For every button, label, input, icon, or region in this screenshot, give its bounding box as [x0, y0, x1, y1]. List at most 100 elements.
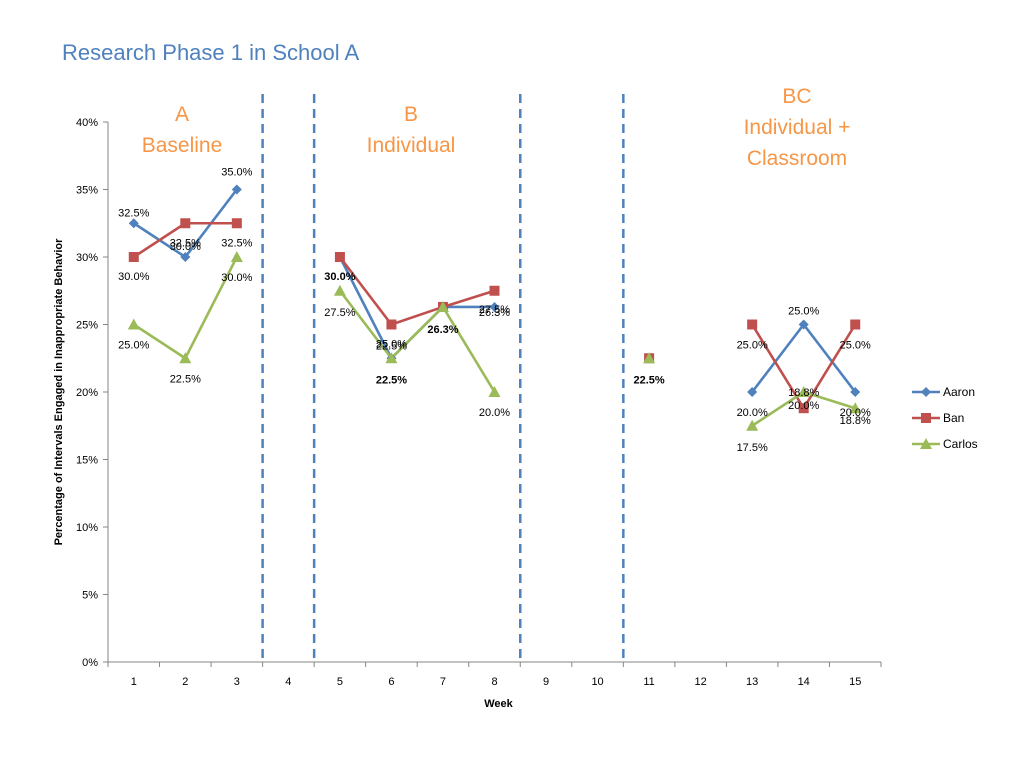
legend-item-ban: Ban: [912, 411, 964, 425]
legend-label-aaron: Aaron: [943, 385, 975, 399]
carlos-point: [849, 402, 862, 414]
x-tick-label: 6: [388, 676, 394, 688]
phase-labels: A Baseline B Individual BC Individual + Classr…: [142, 85, 851, 170]
x-tick-label: 10: [591, 676, 603, 688]
phase-label-line: B: [404, 103, 418, 126]
carlos-data-label: 20.0%: [788, 400, 819, 412]
aaron-data-label: 22.5%: [376, 340, 407, 352]
carlos-data-label: 26.3%: [427, 324, 458, 336]
carlos-line-segment: [750, 390, 806, 428]
carlos-line-segment: [338, 289, 393, 360]
x-tick-label: 11: [643, 676, 654, 688]
ban-line-segment: [390, 305, 445, 326]
aaron-data-label: 35.0%: [221, 167, 252, 179]
carlos-data-label: 22.5%: [170, 373, 201, 385]
carlos-point: [746, 419, 759, 431]
ban-point: [489, 285, 500, 296]
phase-label-line: Classroom: [747, 147, 847, 170]
x-tick-label: 8: [491, 676, 497, 688]
y-tick-label: 0%: [82, 657, 98, 669]
carlos-data-label: 25.0%: [118, 340, 149, 352]
carlos-point: [643, 352, 656, 364]
aaron-data-label: 32.5%: [118, 207, 149, 219]
legend-marker-aaron: [921, 387, 931, 397]
x-tick-label: 7: [440, 676, 446, 688]
y-tick-label: 10%: [76, 522, 98, 534]
carlos-point: [179, 352, 192, 364]
x-tick-label: 14: [798, 676, 810, 688]
legend-label-ban: Ban: [943, 411, 964, 425]
y-tick-label: 30%: [76, 252, 98, 264]
carlos-line-segment: [441, 305, 496, 394]
carlos-data-label: 22.5%: [633, 374, 664, 386]
legend: Aaron Ban Carlos: [912, 385, 978, 451]
x-axis: 1 2 3 4 5 6 7 8 9 10 11 12 13 14 15: [107, 661, 882, 688]
ban-data-label: 25.0%: [376, 339, 407, 351]
aaron-line-segment: [338, 255, 393, 360]
aaron-point: [180, 252, 191, 262]
carlos-point: [797, 386, 810, 397]
ban-point: [231, 218, 242, 229]
ban-point: [386, 319, 397, 330]
data-labels: 32.5% 30.0% 35.0% 22.5% 26.3% 20.0% 25.0% 20.0%…: [118, 167, 871, 454]
ban-data-label: 25.0%: [840, 340, 871, 352]
aaron-data-label: 25.0%: [788, 306, 819, 318]
carlos-data-label: 18.8%: [840, 415, 871, 427]
ban-data-label: 25.0%: [737, 340, 768, 352]
carlos-point: [230, 251, 243, 262]
phase-label-line: Individual +: [744, 116, 851, 139]
carlos-point: [488, 386, 501, 397]
aaron-data-label: 26.3%: [479, 307, 510, 319]
carlos-point: [333, 284, 346, 296]
phase-label-line: Individual: [367, 134, 456, 157]
legend-item-carlos: Carlos: [912, 437, 978, 451]
legend-item-aaron: Aaron: [912, 385, 975, 399]
aaron-point: [798, 319, 809, 330]
x-tick-label: 5: [337, 676, 343, 688]
carlos-data-label: 22.5%: [376, 374, 407, 386]
carlos-data-label: 17.5%: [737, 442, 768, 454]
ban-data-label: 27.5%: [479, 304, 510, 316]
aaron-point: [231, 184, 242, 195]
carlos-line-segment: [184, 255, 239, 360]
carlos-data-label: 20.0%: [479, 407, 510, 419]
ban-line-segment: [750, 323, 806, 410]
y-tick-label: 25%: [76, 320, 98, 332]
carlos-point: [385, 352, 398, 364]
carlos-point: [436, 300, 449, 312]
y-tick-label: 35%: [76, 185, 98, 197]
x-tick-label: 2: [182, 676, 188, 688]
y-tick-label: 40%: [76, 117, 98, 129]
carlos-line-segment: [390, 305, 445, 360]
carlos-data-label: 27.5%: [324, 307, 355, 319]
y-axis: 0% 5% 10% 15% 20% 25% 30% 35% 40%: [76, 117, 109, 669]
series-carlos-markers: [127, 251, 862, 431]
legend-marker-carlos: [920, 438, 932, 449]
y-tick-label: 5%: [82, 590, 98, 602]
x-tick-label: 12: [695, 676, 707, 688]
aaron-point: [747, 387, 758, 397]
ban-data-label: 30.0%: [324, 271, 355, 283]
aaron-point: [850, 387, 861, 397]
ban-line-segment: [338, 255, 393, 326]
carlos-data-label: 30.0%: [221, 272, 252, 284]
x-tick-label: 15: [849, 676, 861, 688]
phase-label-line: A: [175, 103, 189, 126]
ban-data-label: 30.0%: [118, 271, 149, 283]
x-axis-title: Week: [484, 698, 513, 710]
ban-point: [798, 403, 809, 414]
x-tick-label: 13: [746, 676, 758, 688]
carlos-line-segment: [132, 323, 187, 360]
ban-line-segment: [132, 221, 187, 259]
series-carlos: [132, 255, 857, 428]
aaron-data-label: 20.0%: [737, 407, 768, 419]
ban-line-segment: [441, 289, 496, 309]
legend-marker-ban: [921, 413, 931, 423]
carlos-point: [127, 318, 140, 330]
chart-title: Research Phase 1 in School A: [62, 40, 360, 65]
phase-label-line: BC: [782, 85, 811, 108]
ban-data-label: 32.5%: [221, 237, 252, 249]
y-tick-label: 15%: [76, 455, 98, 467]
ban-data-label: 18.8%: [788, 387, 819, 399]
